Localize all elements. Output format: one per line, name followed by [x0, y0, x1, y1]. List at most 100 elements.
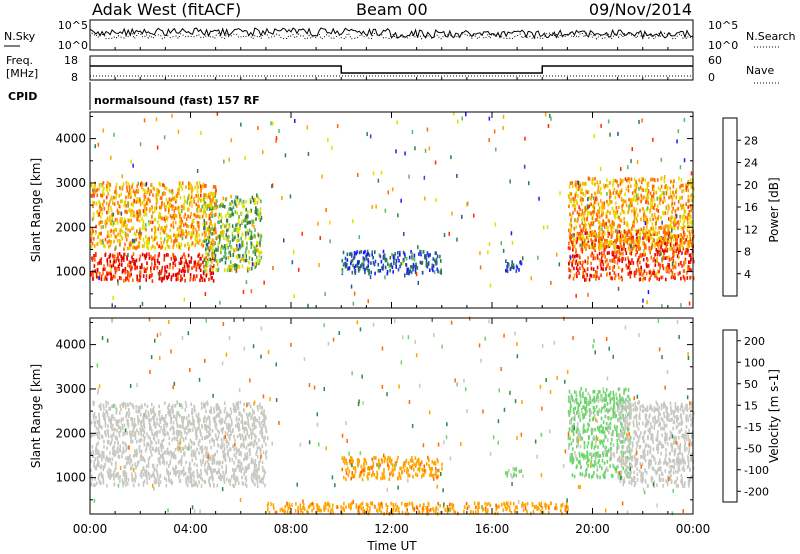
range-cell — [569, 181, 572, 185]
range-cell — [173, 414, 176, 419]
range-cell — [646, 225, 648, 230]
range-cell — [98, 430, 100, 434]
range-cell — [130, 439, 132, 444]
range-cell — [213, 249, 216, 254]
range-cell — [151, 262, 153, 266]
range-cell — [671, 261, 674, 266]
range-cell — [247, 464, 249, 468]
range-cell — [219, 204, 221, 208]
range-cell — [146, 415, 148, 419]
range-cell — [672, 184, 675, 189]
range-cell — [103, 455, 105, 459]
range-cell — [131, 241, 134, 245]
range-cell — [443, 233, 446, 238]
range-cell — [140, 475, 143, 479]
range-cell — [145, 212, 148, 217]
range-cell — [671, 247, 674, 251]
range-cell — [152, 465, 155, 470]
range-cell — [617, 286, 620, 291]
range-cell — [657, 270, 659, 274]
range-cell — [656, 204, 659, 209]
range-cell — [182, 269, 185, 273]
range-cell — [246, 241, 248, 246]
range-cell — [95, 253, 97, 258]
range-cell — [352, 301, 355, 306]
range-cell — [161, 200, 163, 205]
range-cell — [143, 226, 146, 230]
range-cell — [676, 247, 678, 251]
range-cell — [192, 225, 195, 229]
range-cell — [522, 256, 524, 261]
range-cell — [196, 223, 199, 228]
range-cell — [241, 433, 244, 438]
range-cell — [189, 428, 192, 433]
range-cell — [262, 450, 265, 455]
range-cell — [251, 423, 254, 427]
range-cell — [174, 220, 177, 225]
range-cell — [98, 436, 101, 441]
range-cell — [175, 238, 178, 243]
range-cell — [181, 232, 183, 237]
range-cell — [502, 114, 505, 119]
range-cell — [617, 257, 619, 262]
range-cell — [450, 155, 452, 160]
range-cell — [204, 269, 206, 273]
range-cell — [209, 432, 212, 437]
range-cell — [594, 182, 596, 187]
range-cell — [191, 483, 193, 488]
range-cell — [205, 203, 208, 208]
range-cell — [182, 468, 185, 473]
range-cell — [227, 267, 229, 272]
range-cell — [607, 231, 610, 236]
range-cell — [188, 446, 191, 451]
range-cell — [92, 416, 95, 420]
range-cell — [104, 224, 107, 228]
range-cell — [600, 259, 603, 263]
range-cell — [358, 250, 361, 255]
range-cell — [596, 209, 599, 214]
range-cell — [343, 262, 346, 266]
range-cell — [167, 244, 170, 249]
range-cell — [105, 184, 108, 188]
range-cell — [658, 250, 660, 255]
range-cell — [146, 190, 148, 195]
range-cell — [159, 420, 162, 424]
range-cell — [101, 220, 104, 224]
range-cell — [259, 237, 262, 242]
range-cell — [605, 240, 608, 245]
range-cell — [587, 292, 589, 297]
range-cell — [653, 257, 655, 262]
range-cell — [419, 260, 422, 265]
range-cell — [170, 478, 173, 483]
range-cell — [110, 205, 112, 210]
range-cell — [241, 426, 244, 430]
range-cell — [130, 243, 132, 247]
range-cell — [205, 450, 208, 454]
range-cell — [307, 151, 310, 156]
range-cell — [572, 211, 574, 215]
range-cell — [610, 200, 612, 204]
range-cell — [613, 250, 615, 255]
range-cell — [121, 256, 124, 261]
range-cell — [251, 408, 254, 413]
range-cell — [681, 189, 683, 194]
range-cell — [182, 232, 185, 237]
range-cell — [100, 434, 103, 439]
range-cell — [204, 468, 206, 472]
range-cell — [679, 185, 681, 190]
range-cell — [395, 149, 397, 154]
range-cell — [593, 242, 595, 247]
power-cells — [90, 111, 695, 309]
range-cell — [180, 257, 182, 261]
range-cell — [184, 255, 186, 259]
range-cell — [193, 274, 196, 279]
range-cell — [570, 224, 573, 228]
range-cell — [255, 217, 257, 221]
range-cell — [597, 220, 600, 224]
range-cell — [132, 238, 134, 243]
range-cell — [567, 246, 570, 250]
range-cell — [202, 244, 205, 248]
range-cell — [189, 215, 192, 219]
range-cell — [581, 240, 584, 245]
range-cell — [215, 426, 217, 430]
